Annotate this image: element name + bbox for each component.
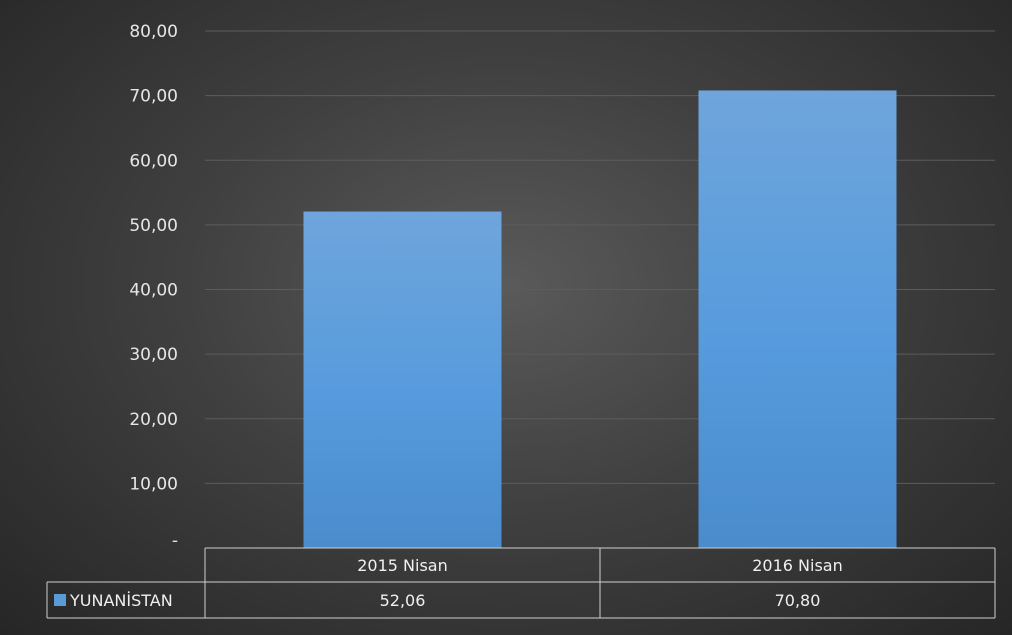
y-tick-label: 30,00 [129,345,178,365]
legend-key [54,594,66,606]
category-label: 2016 Nisan [752,556,843,575]
y-tick-label: 40,00 [129,281,178,301]
category-label: 2015 Nisan [357,556,448,575]
y-tick-label: 50,00 [129,216,178,236]
y-tick-label: 10,00 [129,474,178,494]
y-tick-label: - [172,531,178,551]
y-axis-ticks: - 10,00 20,00 30,00 40,00 50,00 60,00 70,00 80,0… [129,22,178,551]
bar [698,90,897,548]
y-tick-label: 20,00 [129,410,178,430]
y-tick-label: 60,00 [129,151,178,171]
y-tick-label: 80,00 [129,22,178,42]
data-table: 2015 Nisan 2016 Nisan YUNANİSTAN 52,06 70,80 [46,547,996,619]
y-tick-label: 70,00 [129,87,178,107]
bar [303,211,502,548]
data-table-value: 52,06 [380,591,426,610]
data-table-value: 70,80 [775,591,821,610]
bars [303,90,897,548]
legend-series-name: YUNANİSTAN [69,591,173,610]
